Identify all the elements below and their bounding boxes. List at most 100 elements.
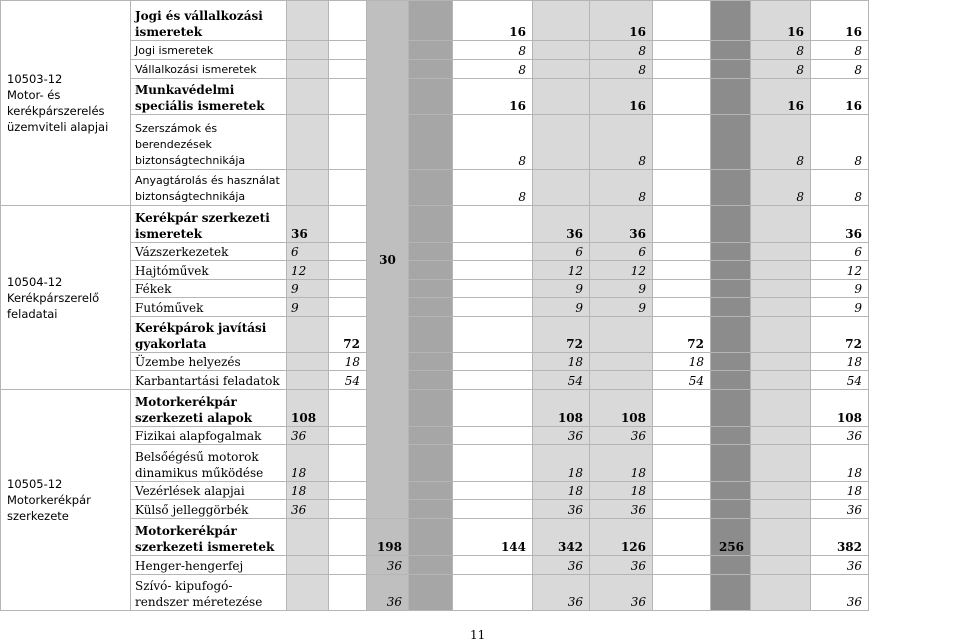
hours-cell: 8: [589, 169, 653, 206]
hours-cell: [589, 370, 653, 390]
hours-cell: [452, 499, 533, 519]
hours-cell: 36: [810, 205, 869, 243]
hours-cell: 144: [452, 518, 533, 556]
hours-cell: [652, 426, 711, 445]
hours-cell: [532, 0, 590, 41]
hours-cell: [408, 370, 453, 390]
hours-cell: [328, 518, 367, 556]
spanned-hours-value: 30: [379, 252, 396, 267]
hours-cell: [710, 78, 751, 115]
hours-cell: [452, 444, 533, 482]
table-row: Motorkerékpár szerkezeti ismeretek 198 144…: [1, 518, 869, 556]
hours-cell: [328, 297, 367, 317]
hours-cell: [710, 40, 751, 60]
hours-cell: [328, 389, 367, 427]
hours-cell: 8: [750, 169, 811, 206]
hours-cell: [452, 242, 533, 261]
hours-cell: [408, 0, 453, 41]
hours-cell: 18: [810, 444, 869, 482]
hours-cell: [750, 574, 811, 611]
hours-cell: 8: [452, 114, 533, 170]
hours-cell: 9: [810, 297, 869, 317]
hours-cell: [408, 114, 453, 170]
hours-cell: [328, 499, 367, 519]
hours-cell: 16: [810, 78, 869, 115]
hours-cell: [750, 426, 811, 445]
hours-cell: 18: [589, 481, 653, 500]
subject-name: Jogi és vállalkozási ismeretek: [130, 0, 287, 41]
hours-cell: [328, 40, 367, 60]
hours-cell: 36: [810, 499, 869, 519]
hours-cell: [652, 555, 711, 575]
hours-cell: [408, 78, 453, 115]
hours-cell: [452, 426, 533, 445]
hours-cell: [710, 444, 751, 482]
hours-cell: [750, 555, 811, 575]
hours-cell: [532, 114, 590, 170]
hours-cell: 8: [810, 114, 869, 170]
hours-cell: 9: [532, 297, 590, 317]
hours-cell: [286, 59, 329, 79]
hours-cell: [328, 78, 367, 115]
hours-cell: 9: [589, 297, 653, 317]
hours-cell: [710, 205, 751, 243]
hours-cell: 8: [589, 59, 653, 79]
hours-cell: [652, 242, 711, 261]
hours-cell: 18: [532, 444, 590, 482]
subject-name: Vállalkozási ismeretek: [130, 59, 287, 79]
hours-cell: [408, 169, 453, 206]
hours-cell: 12: [810, 260, 869, 280]
hours-cell: [328, 574, 367, 611]
hours-cell: 108: [589, 389, 653, 427]
hours-cell: [710, 389, 751, 427]
hours-cell: [328, 0, 367, 41]
hours-cell: [408, 444, 453, 482]
hours-cell: 8: [750, 59, 811, 79]
module-label-line: 10504-12: [7, 274, 63, 289]
hours-cell: 36: [589, 499, 653, 519]
subject-name: Motorkerékpár szerkezeti alapok: [130, 389, 287, 427]
hours-cell: 18: [286, 481, 329, 500]
hours-cell: [710, 242, 751, 261]
hours-cell: [286, 114, 329, 170]
hours-cell: 6: [286, 242, 329, 261]
hours-cell: [532, 78, 590, 115]
hours-cell: [328, 260, 367, 280]
hours-cell: [652, 169, 711, 206]
hours-cell: [408, 297, 453, 317]
subject-name: Hajtóművek: [130, 260, 287, 280]
hours-cell: [710, 352, 751, 371]
table-row: Vázszerkezetek 6 6 6 6: [1, 242, 869, 261]
hours-cell: 9: [810, 279, 869, 298]
hours-cell: [452, 352, 533, 371]
hours-cell: [710, 499, 751, 519]
hours-cell: [452, 481, 533, 500]
subject-name: Vezérlések alapjai: [130, 481, 287, 500]
hours-cell: 36: [589, 426, 653, 445]
hours-cell: [408, 499, 453, 519]
module-label-line: feladatai: [7, 306, 58, 321]
hours-cell: [710, 316, 751, 353]
hours-cell: 36: [532, 426, 590, 445]
hours-cell: [452, 260, 533, 280]
hours-cell: 36: [589, 555, 653, 575]
hours-cell: [589, 352, 653, 371]
table-row: 10505-12 Motorkerékpár szerkezete Motorkeré…: [0, 389, 869, 611]
hours-cell: 9: [286, 279, 329, 298]
hours-cell: [652, 499, 711, 519]
hours-cell: 36: [366, 555, 409, 575]
hours-cell: 18: [589, 444, 653, 482]
subject-name: Belsőégésű motorok dinamikus működése: [130, 444, 287, 482]
hours-cell: [750, 370, 811, 390]
hours-cell: 72: [652, 316, 711, 353]
hours-cell: [750, 297, 811, 317]
spanned-hours-cell: 30: [366, 0, 409, 519]
hours-cell: [750, 205, 811, 243]
hours-cell: 16: [452, 78, 533, 115]
hours-cell: [532, 40, 590, 60]
hours-cell: [750, 389, 811, 427]
hours-cell: 8: [810, 59, 869, 79]
hours-cell: 8: [810, 40, 869, 60]
hours-cell: [408, 574, 453, 611]
hours-cell: 126: [589, 518, 653, 556]
